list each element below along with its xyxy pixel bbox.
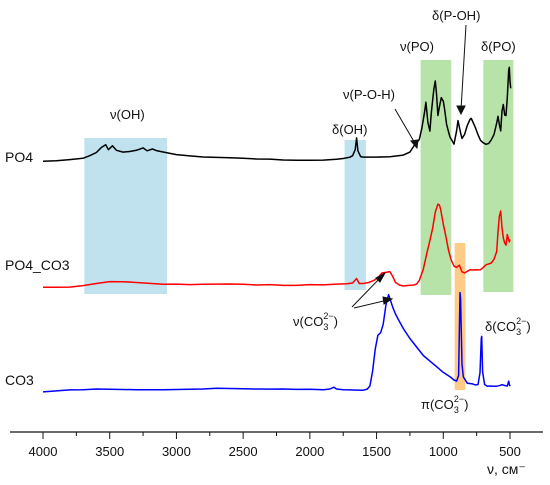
arrow-nu-co3-a: [351, 275, 383, 308]
series-line-po4-co3: [42, 203, 511, 289]
highlight-band: [344, 140, 366, 290]
arrowhead-nu-co3-b: [382, 296, 394, 305]
annotation-nu-oh: ν(OH): [110, 107, 145, 122]
x-tick-label: 2500: [229, 444, 258, 459]
arrowhead-nu-co3-a: [375, 271, 387, 283]
x-axis-title: ν, см⁻: [487, 461, 526, 477]
spectra-series: [42, 66, 512, 393]
x-tick-label: 4000: [29, 444, 58, 459]
series-label-po4-co3: PO4_CO3: [5, 257, 70, 273]
highlight-band: [84, 138, 168, 294]
annotation-delta-oh: δ(OH): [332, 122, 367, 137]
arrowhead-delta-poh: [456, 105, 466, 116]
arrowhead-nu-poh: [410, 139, 419, 150]
annotation-nu-po: ν(PO): [400, 39, 434, 54]
arrow-nu-co3-b: [353, 299, 389, 309]
annotation-arrows: [351, 24, 467, 309]
highlight-band: [483, 60, 514, 292]
series-label-po4: PO4: [5, 149, 33, 165]
series-line-co3: [42, 291, 511, 393]
x-tick-label: 1500: [362, 444, 391, 459]
x-tick-label: 500: [499, 444, 521, 459]
annotation-delta-poh: δ(P-OH): [432, 8, 480, 23]
x-tick-label: 3500: [95, 444, 124, 459]
annotation-nu-co3: ν(CO32−): [293, 311, 338, 332]
x-tick-label: 2000: [295, 444, 324, 459]
x-tick-label: 1000: [429, 444, 458, 459]
x-axis-ticks: 4000 3500 3000 2500 2000 1500 1000 500: [29, 432, 521, 459]
series-line-po4: [42, 66, 512, 163]
highlight-bands: [84, 60, 514, 390]
annotation-delta-co3: δ(CO32−): [485, 316, 531, 337]
annotation-nu-poh: ν(P-O-H): [343, 87, 395, 102]
x-tick-label: 3000: [162, 444, 191, 459]
series-label-co3: CO3: [5, 372, 34, 388]
annotation-delta-po: δ(PO): [481, 39, 516, 54]
arrow-delta-poh: [460, 24, 467, 111]
annotation-pi-co3: π(CO32−): [421, 394, 468, 415]
arrow-nu-poh: [394, 108, 417, 146]
